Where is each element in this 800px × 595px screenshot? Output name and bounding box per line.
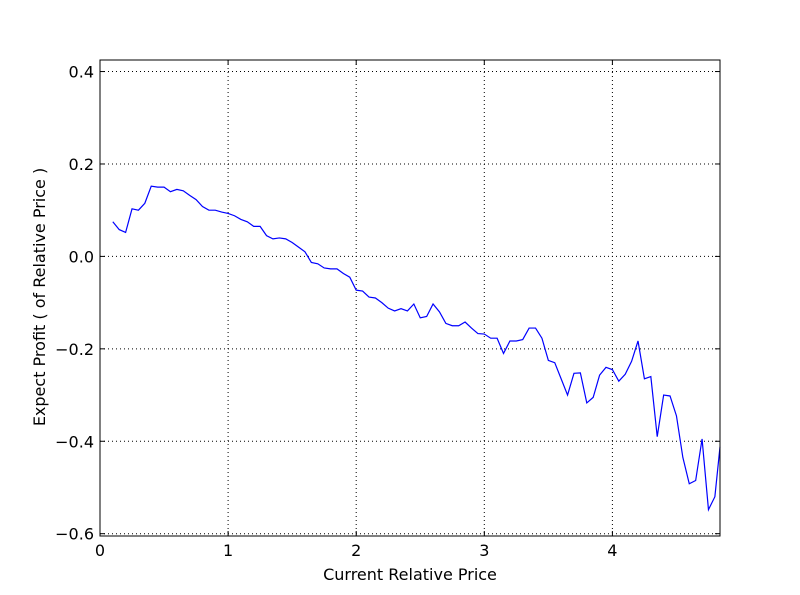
x-tick-label: 3 <box>479 541 489 560</box>
y-tick-label: 0.4 <box>69 63 94 82</box>
axis-ticks: 0 1 2 3 4 −0.6 −0.4 −0.2 0.0 0.2 0.4 <box>55 60 720 560</box>
series-line <box>112 185 721 512</box>
y-tick-label: 0.0 <box>69 247 94 266</box>
x-tick-label: 1 <box>223 541 233 560</box>
plot-frame <box>99 59 721 537</box>
y-tick-label: −0.2 <box>55 340 94 359</box>
axis-labels: Current Relative Price Expect Profit ( o… <box>30 168 497 584</box>
y-tick-label: −0.4 <box>55 432 94 451</box>
x-axis-label: Current Relative Price <box>323 565 497 584</box>
x-tick-label: 2 <box>351 541 361 560</box>
y-tick-label: −0.6 <box>55 525 94 544</box>
series-layer <box>112 185 721 512</box>
grid-lines <box>99 60 720 536</box>
x-tick-label: 0 <box>95 541 105 560</box>
plot-border <box>99 59 721 537</box>
y-tick-label: 0.2 <box>69 155 94 174</box>
y-axis-label: Expect Profit ( of Relative Price ) <box>30 168 49 426</box>
x-tick-label: 4 <box>607 541 617 560</box>
